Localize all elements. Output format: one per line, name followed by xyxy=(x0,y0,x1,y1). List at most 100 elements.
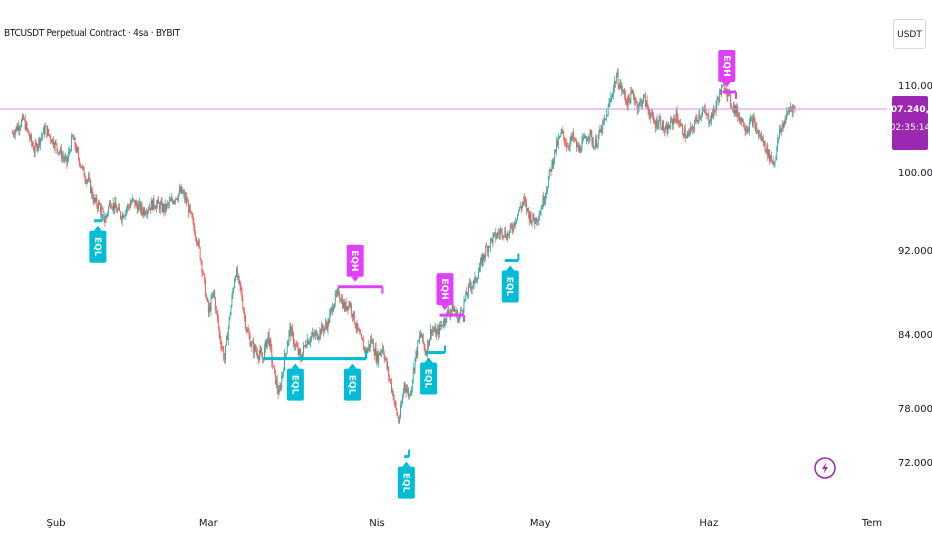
candle-body xyxy=(746,130,748,132)
candle-body xyxy=(240,286,242,291)
candle-body xyxy=(771,160,773,162)
candle-body xyxy=(653,115,654,122)
candle-body xyxy=(140,204,142,212)
candle-body xyxy=(324,323,326,328)
candle-body xyxy=(722,85,723,88)
candle-body xyxy=(93,197,95,202)
candle-body xyxy=(759,135,760,137)
candle-body xyxy=(144,209,146,215)
candle-body xyxy=(434,327,436,332)
candle-body xyxy=(784,121,786,124)
candle-body xyxy=(70,150,71,152)
candle-body xyxy=(532,214,534,221)
candle-body xyxy=(246,329,248,332)
lightning-icon[interactable] xyxy=(814,457,836,479)
candle-body xyxy=(221,347,223,348)
x-tick-label: Şub xyxy=(46,518,65,529)
candle-body xyxy=(593,142,595,149)
candle-body xyxy=(145,213,147,215)
candle-body xyxy=(500,229,502,231)
candle-body xyxy=(204,273,206,280)
candle-body xyxy=(248,332,250,336)
candle-body xyxy=(28,130,30,136)
candle-body xyxy=(255,350,257,353)
candle-body xyxy=(566,143,567,147)
candle-body xyxy=(107,213,109,215)
candle-body xyxy=(591,133,593,144)
candle-body xyxy=(648,109,650,115)
candle-body xyxy=(525,200,527,203)
candle-body xyxy=(556,140,557,152)
candle-body xyxy=(692,129,694,131)
candle-body xyxy=(600,127,602,133)
candle-body xyxy=(654,121,655,125)
candle-body xyxy=(194,227,196,235)
candle-body xyxy=(596,143,598,147)
candle-body xyxy=(316,331,318,340)
candle-body xyxy=(286,346,288,354)
candle-body xyxy=(380,351,381,355)
candle-body xyxy=(443,318,445,326)
candle-body xyxy=(49,134,51,136)
candle-body xyxy=(633,91,634,98)
candle-body xyxy=(601,127,603,133)
candle-body xyxy=(90,188,92,194)
candle-body xyxy=(702,109,704,112)
candle-body xyxy=(574,139,576,140)
candle-body xyxy=(138,204,139,212)
candle-body xyxy=(547,178,549,188)
candle-body xyxy=(252,342,254,344)
candle-body xyxy=(103,211,105,222)
candle-body xyxy=(101,208,103,210)
candle-body xyxy=(710,120,712,123)
candle-body xyxy=(311,335,313,338)
candle-body xyxy=(255,345,256,351)
candle-body xyxy=(158,203,160,211)
label-pointer xyxy=(506,265,515,271)
candle-body xyxy=(734,106,736,114)
candle-body xyxy=(641,100,643,106)
candle-body xyxy=(536,217,537,222)
candle-body xyxy=(781,124,783,129)
candle-body xyxy=(94,197,96,202)
candle-body xyxy=(369,344,371,348)
candle-body xyxy=(767,145,769,158)
candle-body xyxy=(314,334,315,336)
candle-body xyxy=(624,94,626,101)
candle-body xyxy=(621,83,623,92)
candle-body xyxy=(580,151,582,152)
candle-body xyxy=(576,144,578,148)
candle-body xyxy=(216,309,217,311)
candle-body xyxy=(285,353,287,355)
candle-body xyxy=(149,207,151,210)
candle-body xyxy=(78,151,80,159)
candle-body xyxy=(257,356,259,360)
candle-body xyxy=(508,234,509,236)
candle-body xyxy=(425,352,427,355)
candle-body xyxy=(274,366,275,370)
candle-body xyxy=(55,141,57,144)
candle-body xyxy=(341,298,342,302)
label-pointer xyxy=(93,225,102,231)
candle-body xyxy=(456,311,458,314)
candle-body xyxy=(455,311,457,314)
candle-body xyxy=(41,136,42,139)
candle-body xyxy=(172,200,174,204)
candle-body xyxy=(325,323,327,326)
candle-body xyxy=(188,205,190,213)
candle-body xyxy=(129,204,131,208)
candle-body xyxy=(67,158,69,164)
candle-body xyxy=(234,280,236,288)
candle-body xyxy=(504,230,506,237)
currency-selector[interactable]: USDT xyxy=(893,19,926,49)
candle-body xyxy=(464,299,466,301)
candle-body xyxy=(454,309,456,312)
candle-body xyxy=(110,202,111,207)
candle-body xyxy=(768,149,770,158)
candle-body xyxy=(80,165,82,168)
candle-body xyxy=(46,126,48,136)
candle-body xyxy=(793,106,795,108)
eql-label: EQL xyxy=(92,237,102,257)
candle-body xyxy=(691,126,692,128)
